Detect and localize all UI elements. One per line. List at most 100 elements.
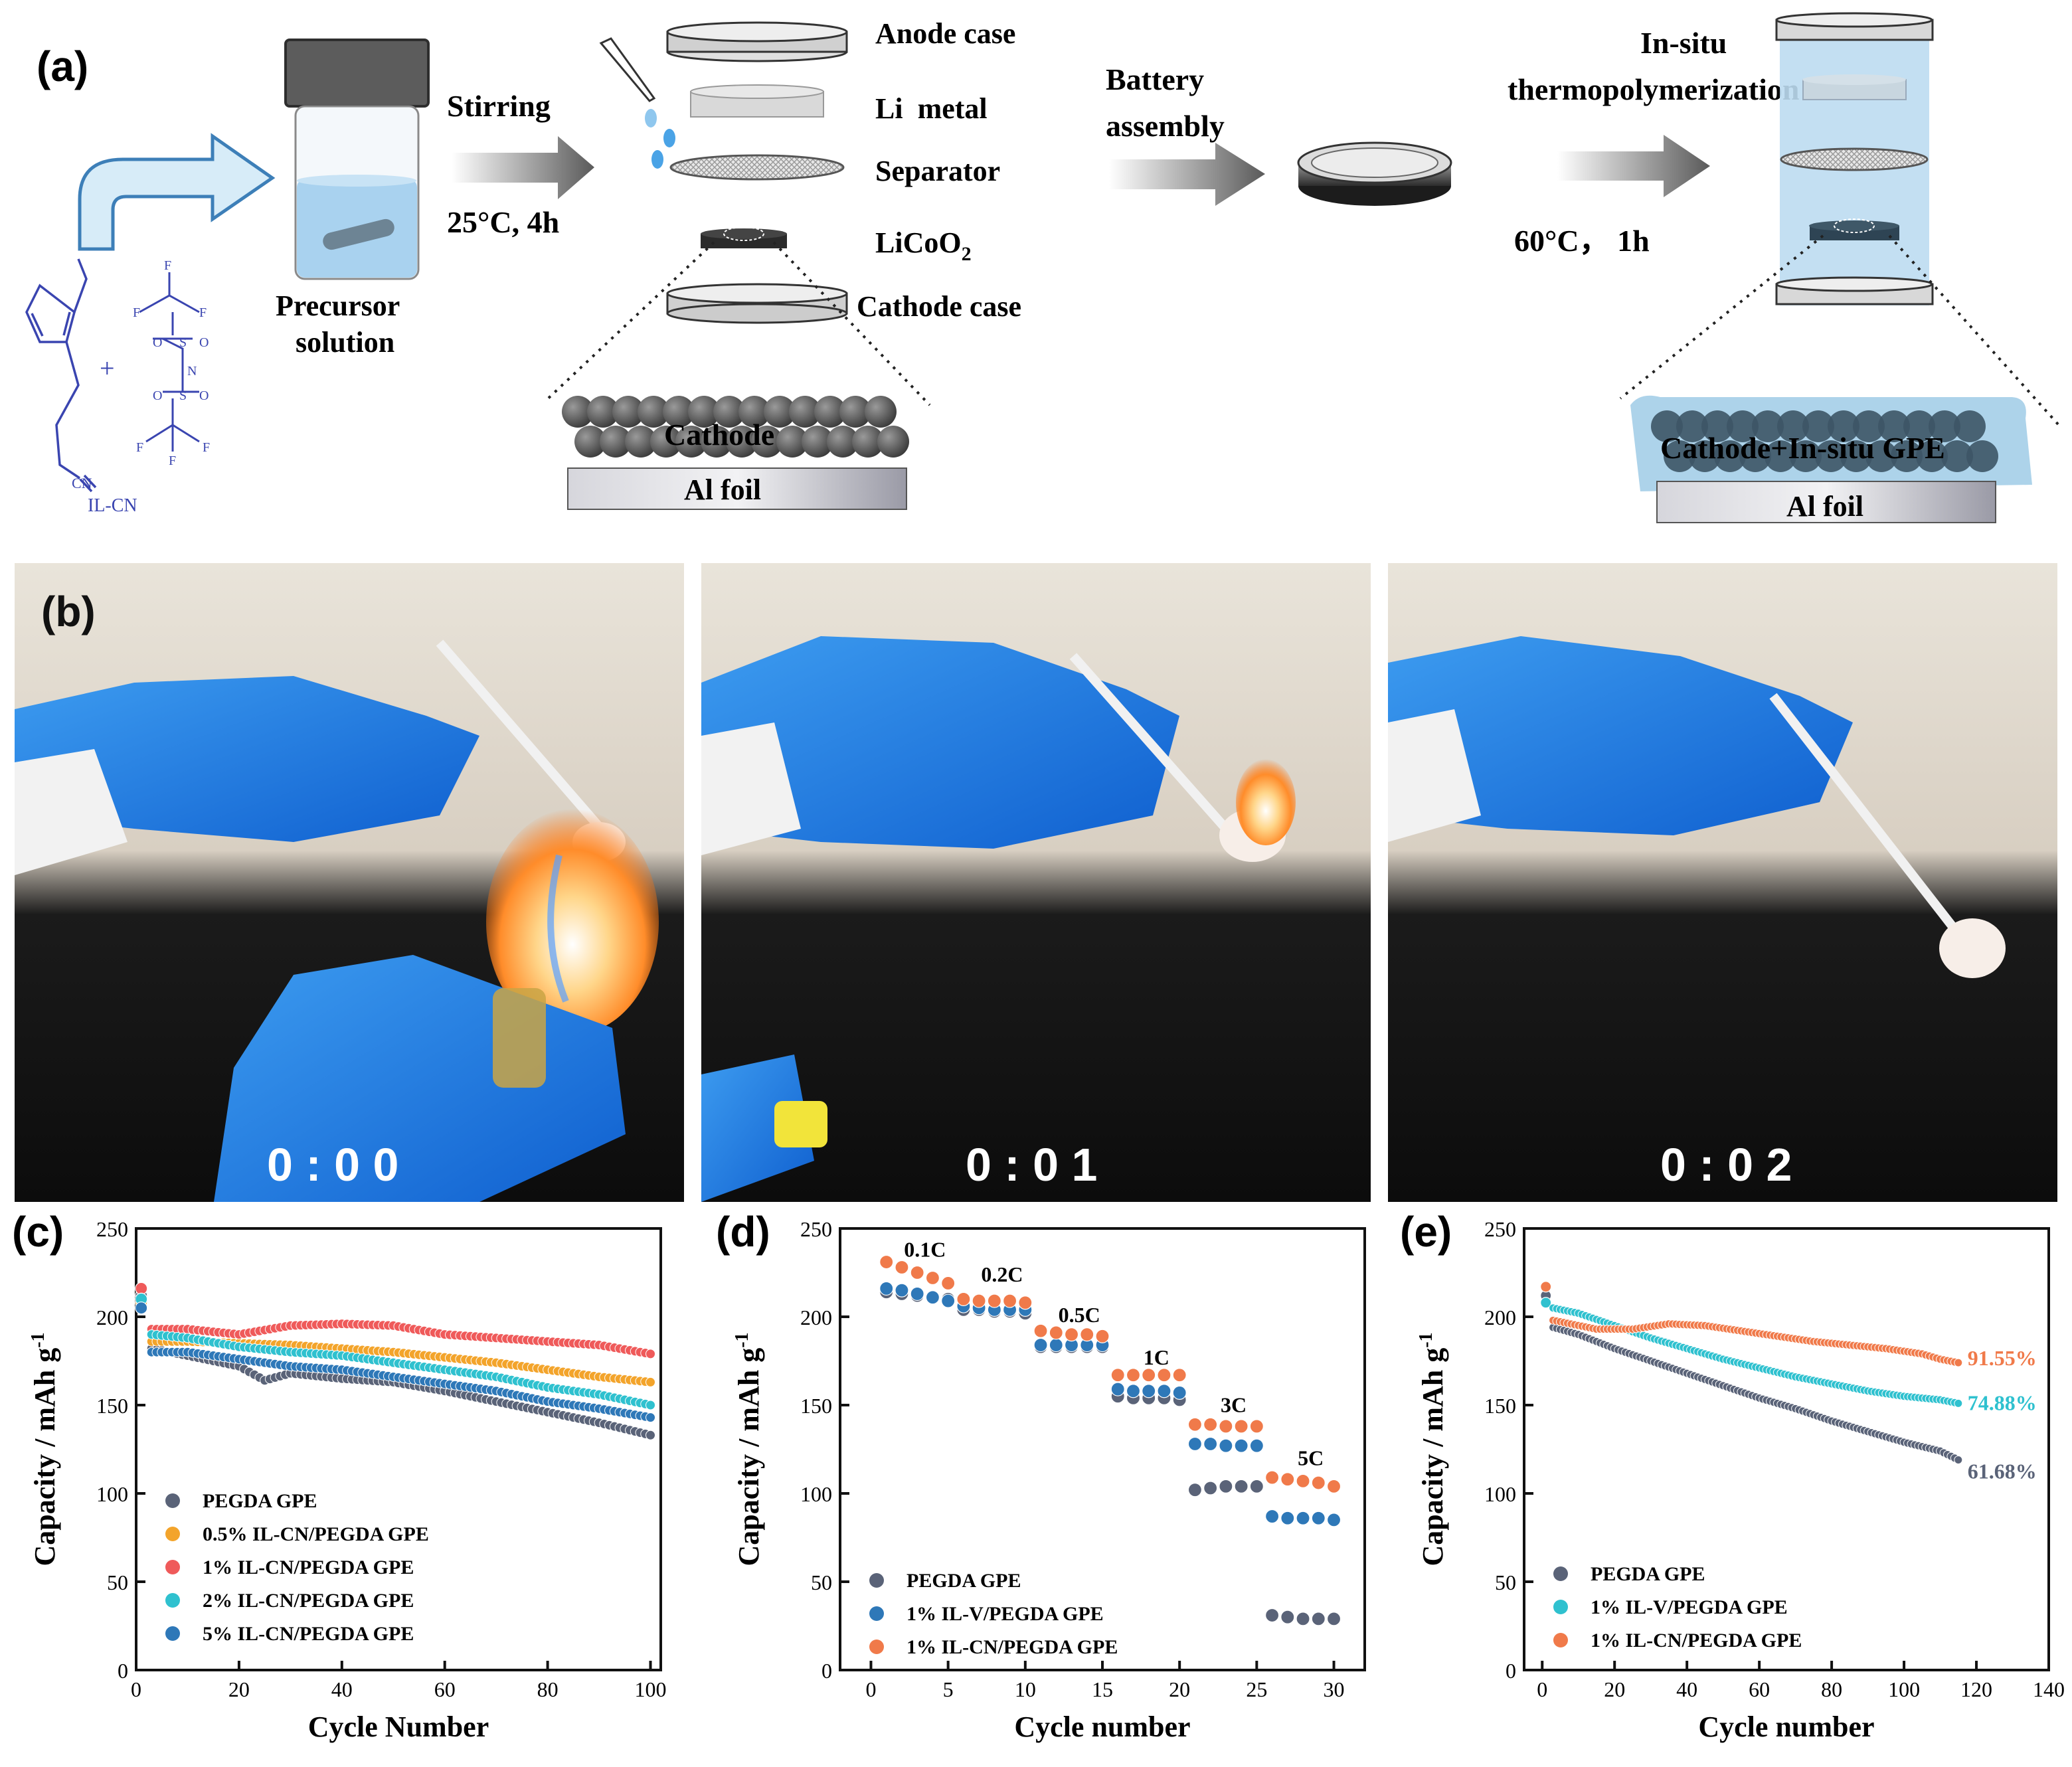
data-point xyxy=(1219,1438,1233,1453)
legend-label: PEGDA GPE xyxy=(203,1490,317,1512)
cathode-particle xyxy=(865,396,897,428)
legend-marker xyxy=(165,1560,180,1574)
data-point xyxy=(956,1292,971,1306)
data-point xyxy=(1126,1384,1141,1398)
cathode-particle xyxy=(802,426,833,458)
stirring-label: Stirring xyxy=(447,89,551,123)
panel-a-label: (a) xyxy=(37,42,88,90)
data-point xyxy=(1311,1511,1326,1525)
gpe-cathode-particle xyxy=(1828,410,1859,442)
svg-text:F: F xyxy=(133,305,140,320)
svg-text:S: S xyxy=(179,335,187,350)
photo-t2 xyxy=(1388,563,2057,1202)
series-3 xyxy=(135,1292,656,1410)
insitu-label-1: In-situ xyxy=(1640,26,1727,60)
data-point xyxy=(1326,1513,1341,1527)
x-tick-label: 100 xyxy=(1888,1677,1920,1701)
y-tick-label: 0 xyxy=(1506,1659,1516,1683)
rate-label: 0.2C xyxy=(981,1262,1023,1286)
data-point xyxy=(1311,1612,1326,1626)
cathode-particle xyxy=(776,426,808,458)
legend-marker xyxy=(165,1527,180,1541)
cathode-particle xyxy=(688,396,720,428)
legend-label: 2% IL-CN/PEGDA GPE xyxy=(203,1590,414,1612)
licoo2-label: LiCoO2 xyxy=(875,226,972,265)
gpe-cathode-particle xyxy=(1790,440,1822,472)
gpe-cathode-particle xyxy=(1865,440,1897,472)
gpe-cathode-particle xyxy=(1853,410,1885,442)
data-point xyxy=(1249,1479,1264,1493)
photo-t1 xyxy=(701,563,1371,1202)
y-tick-label: 150 xyxy=(1484,1394,1516,1418)
plus-sign: + xyxy=(100,353,115,383)
data-point xyxy=(895,1260,909,1275)
data-point xyxy=(1296,1511,1310,1525)
data-point xyxy=(1095,1329,1110,1343)
al-foil-label-2: Al foil xyxy=(1786,490,1863,523)
thermo-arrow-icon xyxy=(1557,135,1710,197)
li-metal-label: Li metal xyxy=(875,92,988,125)
legend-label: PEGDA GPE xyxy=(906,1570,1021,1592)
y-tick-label: 200 xyxy=(1484,1305,1516,1329)
stirring-arrow-icon xyxy=(452,136,594,199)
x-tick-label: 0 xyxy=(865,1677,876,1701)
x-axis-label: Cycle Number xyxy=(308,1711,489,1743)
precursor-label-1: Precursor xyxy=(276,290,400,322)
data-point xyxy=(1203,1481,1218,1495)
gpe-cathode-particle xyxy=(1891,440,1923,472)
panel-label: (e) xyxy=(1400,1208,1452,1256)
svg-text:N: N xyxy=(187,364,197,379)
legend-label: PEGDA GPE xyxy=(1591,1563,1705,1585)
cathode-inset xyxy=(562,396,909,510)
data-point xyxy=(1064,1327,1079,1342)
cathode-particle xyxy=(562,396,594,428)
x-tick-label: 10 xyxy=(1015,1677,1036,1701)
legend-label: 1% IL-V/PEGDA GPE xyxy=(1591,1596,1788,1618)
data-point xyxy=(941,1276,956,1291)
cathode-particle xyxy=(751,426,783,458)
cathode-gpe-inset xyxy=(1630,395,2032,523)
data-point xyxy=(1311,1475,1326,1490)
x-tick-label: 15 xyxy=(1092,1677,1113,1701)
y-tick-label: 50 xyxy=(107,1570,128,1594)
gpe-cathode-particle xyxy=(1765,440,1796,472)
data-point xyxy=(925,1270,940,1286)
data-point xyxy=(1326,1479,1341,1493)
y-tick-label: 200 xyxy=(800,1305,832,1329)
tfsi-atoms: F FF SO O N SO O F FF xyxy=(133,258,210,468)
gpe-cathode-particle xyxy=(1903,410,1935,442)
svg-text:O: O xyxy=(199,335,209,350)
x-tick-label: 0 xyxy=(1537,1677,1547,1701)
data-point xyxy=(1172,1368,1187,1383)
data-point xyxy=(1249,1438,1264,1453)
series-2 xyxy=(1540,1281,1963,1367)
cathode-particle xyxy=(675,426,707,458)
data-point xyxy=(1002,1294,1017,1308)
panel-b-label: (b) xyxy=(41,588,96,635)
legend-marker xyxy=(165,1593,180,1608)
x-tick-label: 40 xyxy=(331,1677,353,1701)
data-point xyxy=(1264,1509,1280,1524)
svg-text:F: F xyxy=(169,454,176,468)
data-point xyxy=(135,1302,148,1315)
data-point xyxy=(1142,1368,1156,1383)
y-axis-label: Capacity / mAh g-1 xyxy=(1416,1332,1449,1566)
gpe-cathode-particle xyxy=(1727,410,1759,442)
rate-label: 3C xyxy=(1221,1393,1247,1417)
data-point xyxy=(646,1349,656,1359)
li-metal-part xyxy=(690,84,824,118)
data-point xyxy=(1234,1419,1249,1434)
cathode-particle xyxy=(839,396,871,428)
cathode-case-label: Cathode case xyxy=(857,290,1021,323)
gpe-cathode-particle xyxy=(1689,440,1721,472)
gpe-cathode-particle xyxy=(1676,410,1708,442)
data-point xyxy=(1280,1511,1295,1525)
x-tick-label: 60 xyxy=(434,1677,456,1701)
data-point xyxy=(1172,1385,1187,1400)
legend-marker xyxy=(1553,1600,1568,1614)
svg-text:F: F xyxy=(136,440,143,455)
x-tick-label: 120 xyxy=(1960,1677,1992,1701)
data-point xyxy=(1326,1612,1341,1626)
y-axis-label: Capacity / mAh g-1 xyxy=(28,1332,61,1566)
panel-label: (d) xyxy=(716,1208,770,1256)
